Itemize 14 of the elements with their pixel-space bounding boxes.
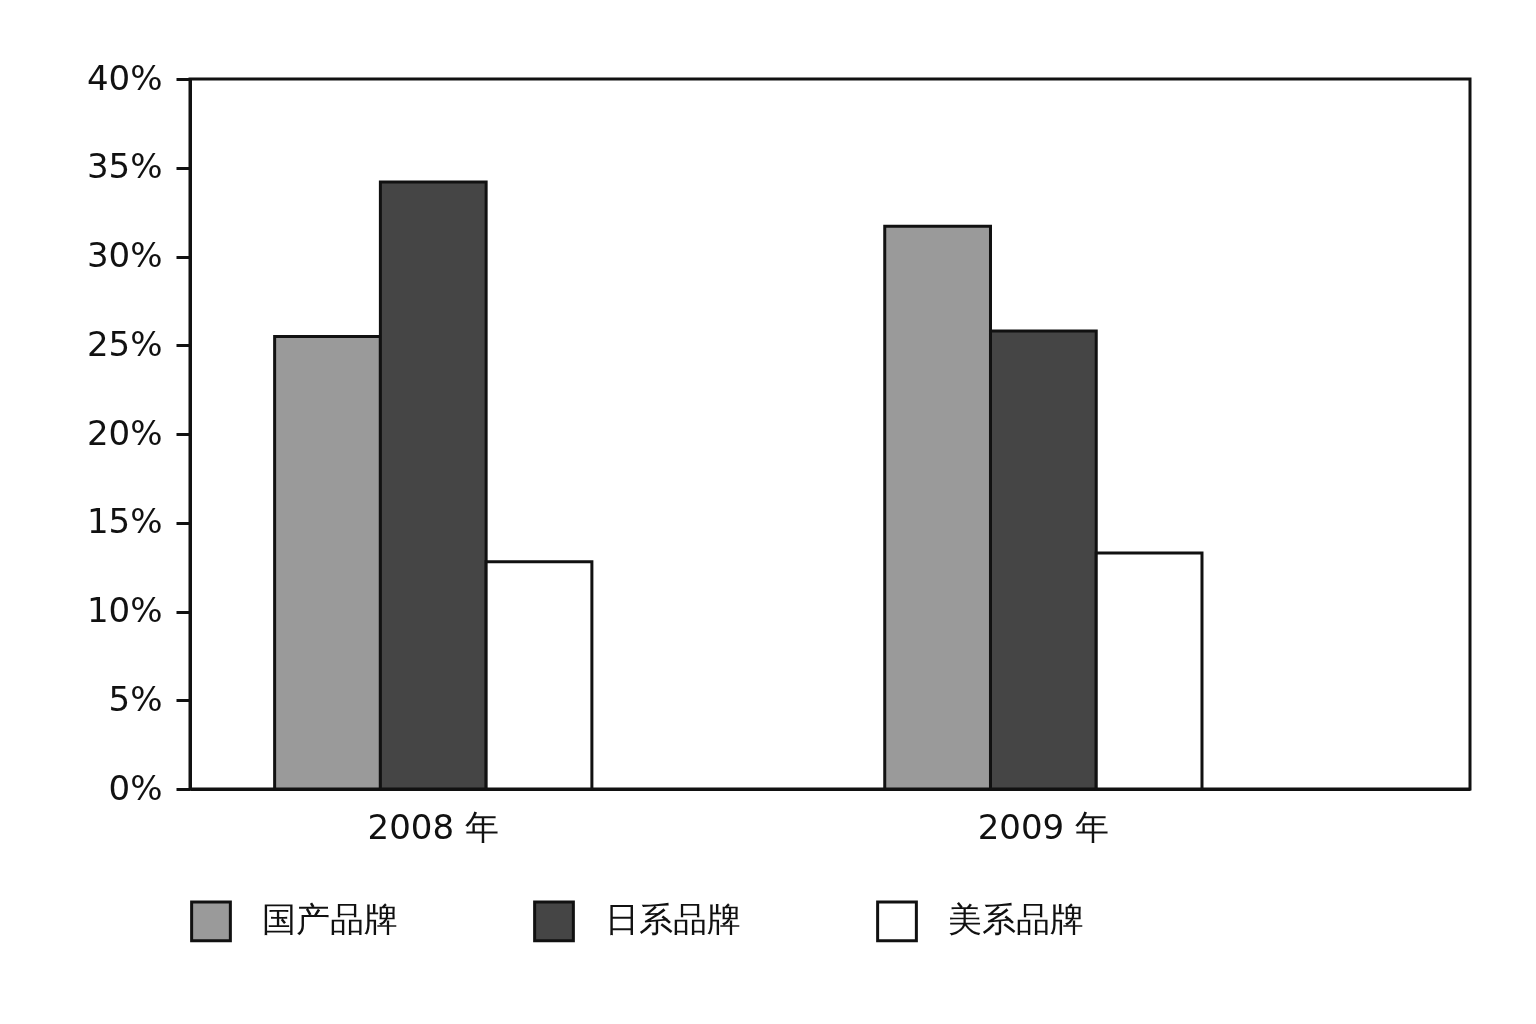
y-tick-label: 30% [86,235,163,275]
legend-label: 美系品牌 [948,899,1084,940]
y-tick-label: 15% [86,501,163,542]
y-tick-label: 5% [108,678,163,719]
y-tick-label: 25% [86,323,163,364]
y-tick-label: 10% [86,590,163,630]
legend-label: 日系品牌 [605,899,741,940]
legend-label: 国产品牌 [262,899,398,940]
y-tick-label: 40% [86,57,163,98]
y-tick-label: 20% [86,412,163,453]
x-tick-label: 2008 年 [367,806,499,847]
y-tick-label: 35% [86,146,163,187]
y-tick-label: 0% [108,767,163,808]
x-tick-label: 2009 年 [977,806,1110,847]
